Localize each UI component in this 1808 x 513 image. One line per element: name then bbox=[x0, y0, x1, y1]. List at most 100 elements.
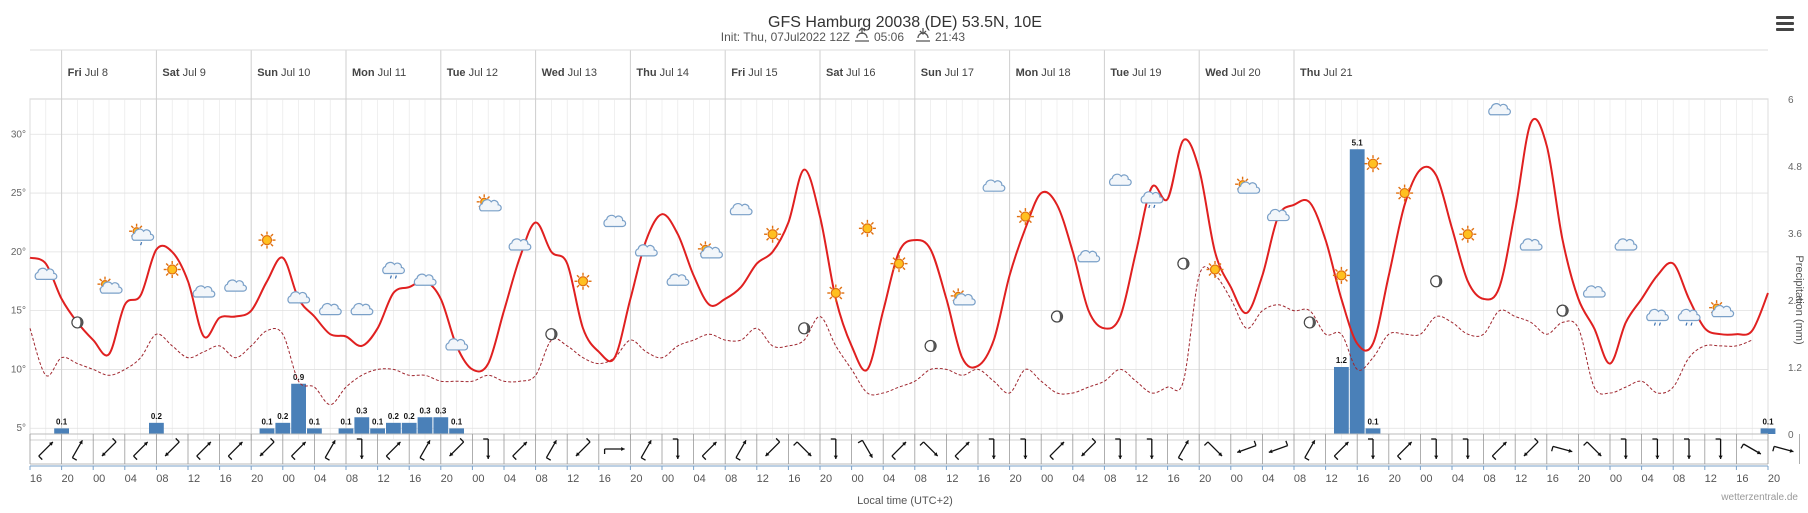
sun-icon bbox=[858, 219, 876, 237]
cloud-shape bbox=[1108, 173, 1132, 186]
wind-arrowhead bbox=[1523, 452, 1528, 457]
wind-arrowhead bbox=[765, 452, 770, 457]
sun-ray bbox=[708, 243, 712, 247]
wind-arrowhead bbox=[206, 441, 211, 446]
menu-icon[interactable] bbox=[1776, 16, 1794, 32]
rain-drop bbox=[1153, 204, 1156, 209]
partly-cloudy-icon bbox=[697, 241, 723, 259]
day-label: Mon Jul 18 bbox=[1016, 67, 1071, 79]
sun-ray bbox=[839, 296, 843, 300]
y-tick-label: 25° bbox=[11, 188, 26, 199]
wind-barb bbox=[640, 440, 652, 461]
wind-barb bbox=[259, 437, 275, 457]
sun-ray bbox=[1376, 157, 1380, 161]
day-label: Tue Jul 12 bbox=[447, 67, 498, 79]
x-tick-label: 04 bbox=[1262, 473, 1274, 485]
x-tick-label: 20 bbox=[441, 473, 453, 485]
precip-label: 0.3 bbox=[435, 406, 447, 415]
x-tick-label: 12 bbox=[946, 473, 958, 485]
precip-bar bbox=[1349, 149, 1365, 434]
precip-bar bbox=[307, 428, 322, 434]
wind-feather bbox=[270, 437, 275, 443]
partly-cloudy-rain-icon bbox=[129, 223, 155, 246]
wind-arrowhead bbox=[1568, 448, 1573, 453]
sun-disc bbox=[1399, 187, 1410, 199]
cloud-shape bbox=[700, 246, 723, 259]
wind-barb bbox=[483, 438, 491, 459]
sun-ray bbox=[1018, 210, 1023, 214]
sun-icon bbox=[890, 255, 908, 273]
wind-feather bbox=[1491, 455, 1497, 461]
sun-ray bbox=[1245, 178, 1249, 182]
cloud-shape bbox=[131, 228, 155, 241]
cloud-shape bbox=[952, 293, 976, 306]
wind-arrowhead bbox=[965, 441, 970, 446]
cloud-shape bbox=[1237, 181, 1261, 194]
day-label-date: Jul 8 bbox=[82, 67, 108, 79]
precip-label: 0.1 bbox=[1762, 417, 1774, 426]
cloud-rain-icon bbox=[382, 261, 405, 279]
moon-icon bbox=[798, 322, 811, 335]
sun-ray bbox=[860, 231, 865, 235]
x-tick-label: 16 bbox=[30, 473, 42, 485]
sun-icon bbox=[1459, 225, 1477, 243]
cloud-icon bbox=[318, 302, 342, 316]
sun-ray bbox=[699, 243, 703, 247]
cloud-shape bbox=[982, 179, 1006, 192]
wind-arrowhead bbox=[522, 441, 527, 446]
wind-arrowhead bbox=[1655, 455, 1660, 459]
day-label: Fri Jul 15 bbox=[731, 67, 777, 79]
cloud-shape bbox=[603, 214, 627, 228]
wind-arrowhead bbox=[552, 440, 557, 445]
sunset-icon bbox=[916, 28, 930, 42]
cloud-icon bbox=[350, 302, 374, 316]
wind-arrowhead bbox=[396, 441, 401, 446]
sun-icon bbox=[764, 225, 782, 243]
cloud-icon bbox=[982, 179, 1006, 192]
sun-disc bbox=[577, 276, 589, 287]
sun-ray bbox=[775, 227, 780, 231]
x-tick-label: 20 bbox=[61, 473, 73, 485]
moon-shade bbox=[1183, 258, 1189, 270]
day-label-dow: Thu bbox=[1300, 67, 1320, 79]
sun-disc bbox=[1367, 158, 1379, 169]
rain-drop bbox=[394, 275, 397, 279]
moon-shade bbox=[1436, 275, 1442, 287]
wind-arrowhead bbox=[1060, 441, 1065, 446]
wind-feather bbox=[324, 457, 330, 461]
wind-barb bbox=[1146, 438, 1154, 459]
wind-arrowhead bbox=[1237, 449, 1242, 454]
sun-ray bbox=[1366, 167, 1370, 171]
precip-bar bbox=[338, 428, 354, 434]
y-right-tick-label: 4.8 bbox=[1788, 162, 1802, 173]
sun-icon bbox=[1332, 266, 1350, 284]
wind-feather bbox=[419, 457, 425, 461]
moon-icon bbox=[1303, 316, 1316, 329]
x-tick-label: 16 bbox=[219, 473, 231, 485]
precip-label: 0.2 bbox=[388, 412, 400, 421]
cloud-shape bbox=[729, 203, 753, 216]
cloud-shape bbox=[1677, 308, 1701, 322]
cloud-shape bbox=[413, 273, 437, 286]
wind-feather bbox=[291, 455, 296, 461]
precip-label: 0.3 bbox=[356, 406, 368, 415]
x-tick-label: 04 bbox=[1452, 473, 1464, 485]
x-tick-label: 00 bbox=[1231, 473, 1243, 485]
sun-disc bbox=[862, 223, 873, 234]
wind-barb bbox=[164, 437, 180, 457]
sun-ray bbox=[1471, 237, 1475, 241]
x-tick-label: 20 bbox=[1578, 473, 1590, 485]
precip-label: 0.3 bbox=[419, 406, 431, 415]
wind-arrowhead bbox=[101, 452, 106, 457]
wind-arrowhead bbox=[575, 452, 580, 457]
sun-icon bbox=[1016, 208, 1034, 226]
precip-bar bbox=[149, 422, 164, 434]
x-axis-title: Local time (UTC+2) bbox=[857, 495, 953, 507]
wind-arrowhead bbox=[1597, 452, 1602, 457]
sun-ray bbox=[260, 233, 264, 237]
y-tick-label: 20° bbox=[11, 247, 26, 258]
sun-ray bbox=[892, 267, 896, 271]
cloud-icon bbox=[508, 238, 532, 251]
x-tick-label: 04 bbox=[125, 473, 137, 485]
day-label: Wed Jul 20 bbox=[1205, 67, 1260, 79]
